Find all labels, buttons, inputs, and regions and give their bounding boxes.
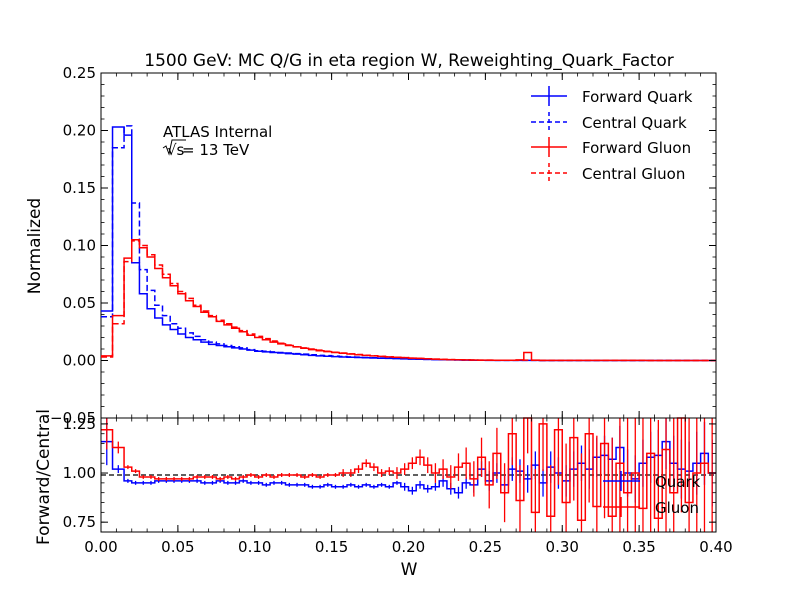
x-tick-label: 0.25 xyxy=(469,538,502,556)
atlas-label: ATLAS Internal xyxy=(163,123,272,141)
ratio-series-group xyxy=(101,417,716,532)
sqrt-sign xyxy=(162,139,186,156)
ratio-y-ticks: 0.75 1.00 1.25 xyxy=(63,415,716,531)
x-tick-label: 0.05 xyxy=(161,538,194,556)
legend-label: Quark xyxy=(655,473,701,491)
x-tick-label: 0.35 xyxy=(622,538,655,556)
chart-title: 1500 GeV: MC Q/G in eta region W, Reweig… xyxy=(144,51,674,71)
ratio-legend-entry-gluon: Gluon xyxy=(603,497,699,517)
series-central-gluon xyxy=(101,240,716,362)
x-tick-label: 0.10 xyxy=(238,538,271,556)
y-tick-label: 1.00 xyxy=(63,464,96,482)
ratio-series-quark xyxy=(101,440,716,494)
legend-label: Gluon xyxy=(655,499,699,517)
y-tick-label: 0.75 xyxy=(63,513,96,531)
ratio-x-ticks: 0.00 0.05 0.10 0.15 0.20 0.25 0.30 0.35 0.40 xyxy=(84,418,733,556)
y-tick-label: −0.05 xyxy=(50,409,96,427)
y-tick-label: 0.15 xyxy=(63,179,96,197)
ratio-y-axis-label: Forward/Central xyxy=(34,409,54,545)
main-x-ticks xyxy=(100,73,717,418)
x-tick-label: 0.00 xyxy=(84,538,117,556)
y-tick-label: 0.05 xyxy=(63,294,96,312)
energy-label-root: √s xyxy=(167,141,185,159)
y-tick-label: 0.20 xyxy=(63,122,96,140)
y-tick-label: 0.25 xyxy=(63,64,96,82)
y-tick-label: 0.00 xyxy=(63,352,96,370)
ratio-legend-entry-quark: Quark xyxy=(603,471,701,491)
legend-label: Forward Quark xyxy=(582,88,693,106)
main-series-group xyxy=(101,125,716,362)
energy-label: √s = 13 TeV xyxy=(162,139,250,159)
legend-label: Forward Gluon xyxy=(582,139,691,157)
ratio-legend: Quark Gluon xyxy=(603,471,701,517)
x-tick-label: 0.40 xyxy=(699,538,732,556)
x-tick-label: 0.30 xyxy=(546,538,579,556)
legend-entry-central-quark: Central Quark xyxy=(531,112,687,132)
energy-label-value: = 13 TeV xyxy=(182,141,250,159)
legend-label: Central Gluon xyxy=(582,165,685,183)
main-panel: −0.05 0.00 0.05 0.10 0.15 0.20 0.25 Normalized… xyxy=(25,64,717,427)
x-tick-label: 0.15 xyxy=(315,538,348,556)
legend-entry-forward-gluon: Forward Gluon xyxy=(531,137,691,157)
y-tick-label: 0.10 xyxy=(63,237,96,255)
y-tick-label: 1.25 xyxy=(63,415,96,433)
ratio-series-gluon xyxy=(101,417,716,521)
x-tick-label: 0.20 xyxy=(392,538,425,556)
x-axis-label: W xyxy=(401,560,418,580)
legend-entry-forward-quark: Forward Quark xyxy=(531,86,693,106)
ratio-panel: 0.75 1.00 1.25 0.00 0.05 0.10 0.15 0.20 0.25 0.3… xyxy=(34,409,733,580)
legend-label: Central Quark xyxy=(582,114,687,132)
main-y-axis-label: Normalized xyxy=(25,198,45,294)
legend-entry-central-gluon: Central Gluon xyxy=(531,163,685,183)
main-y-ticks: −0.05 0.00 0.05 0.10 0.15 0.20 0.25 xyxy=(50,64,716,427)
main-legend: Forward Quark Central Quark Forward Gluo… xyxy=(531,86,693,183)
